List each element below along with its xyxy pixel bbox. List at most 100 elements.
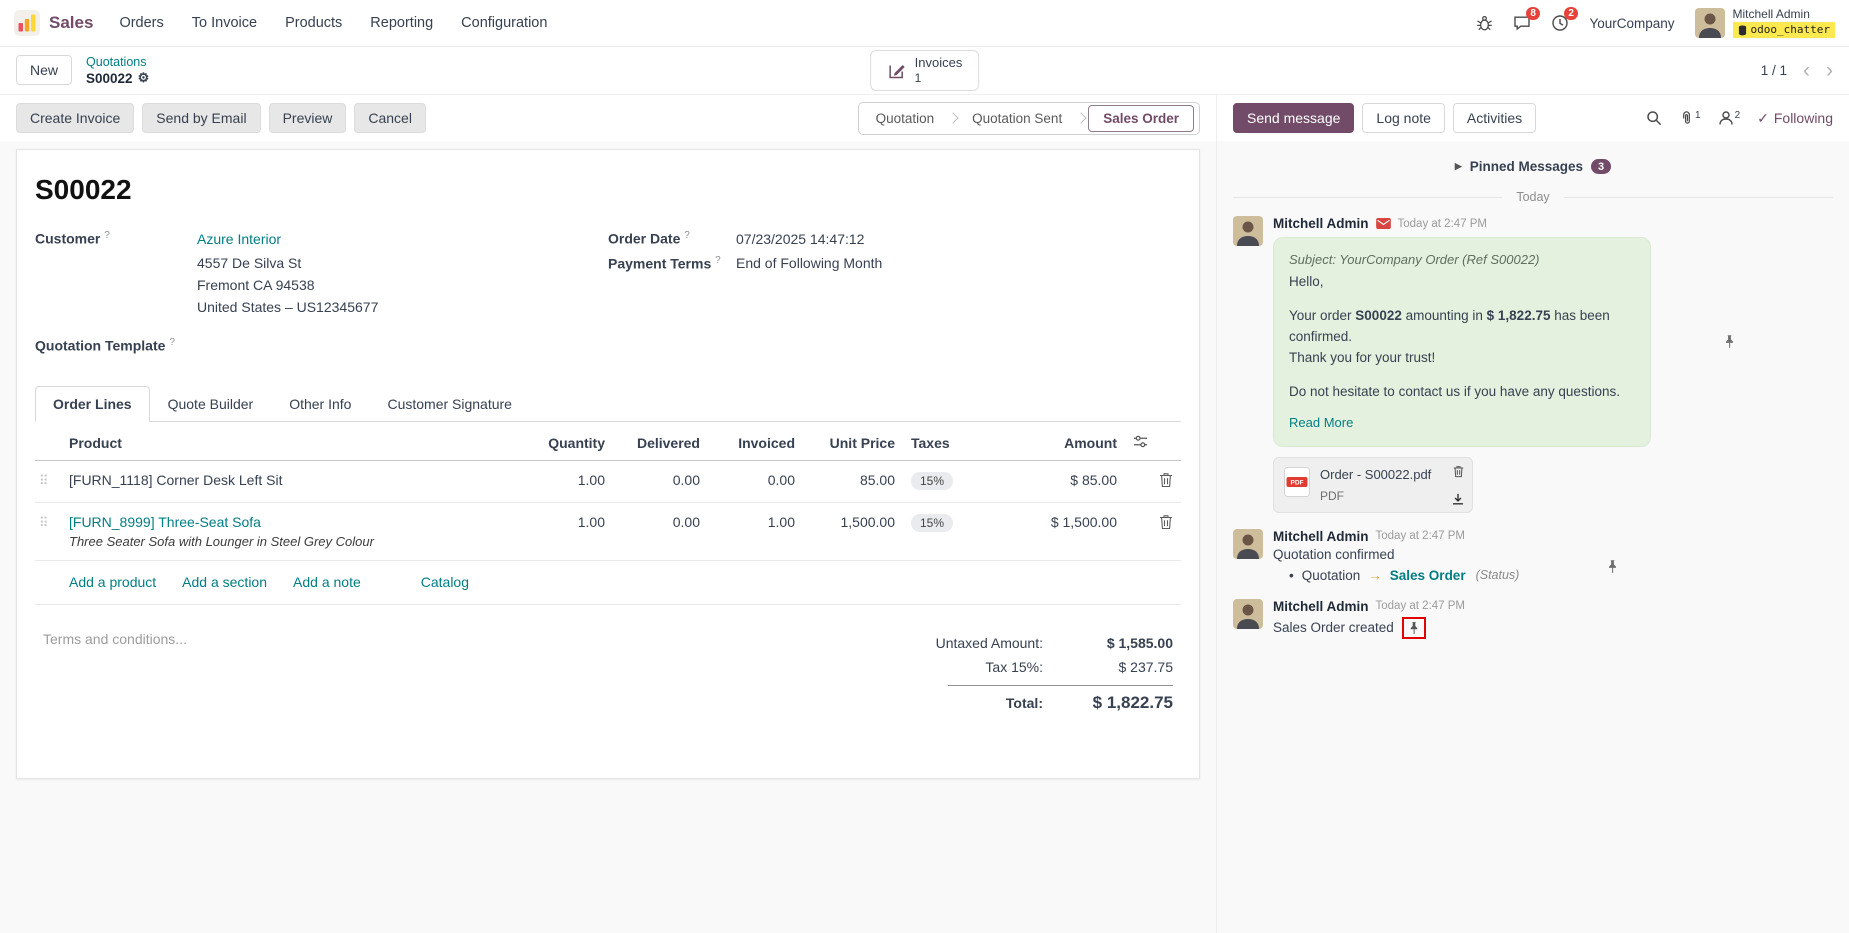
pager-next-icon[interactable]: › (1826, 59, 1833, 82)
pin-icon[interactable] (1407, 621, 1421, 635)
messages-icon[interactable]: 8 (1513, 7, 1541, 32)
log-note-button[interactable]: Log note (1362, 103, 1445, 133)
app-switcher[interactable]: Sales (14, 10, 93, 36)
order-date-field[interactable]: 07/23/2025 14:47:12 (736, 230, 865, 247)
pager-previous-icon[interactable]: ‹ (1803, 59, 1810, 82)
menu-products[interactable]: Products (285, 15, 343, 31)
tax-label: Tax 15%: (985, 659, 1043, 676)
unit-price-cell[interactable]: 1,500.00 (803, 502, 903, 562)
message-author[interactable]: Mitchell Admin (1273, 528, 1369, 544)
taxes-cell[interactable]: 15% (903, 502, 995, 562)
avatar[interactable] (1233, 528, 1263, 559)
delete-line-icon[interactable] (1159, 514, 1173, 530)
search-messages-icon[interactable] (1646, 110, 1662, 126)
message-thread: ▶ Pinned Messages 3 Today Mitchell Admin (1217, 141, 1849, 933)
taxes-cell[interactable]: 15% (903, 460, 995, 504)
add-section-link[interactable]: Add a section (182, 574, 268, 591)
menu-reporting[interactable]: Reporting (370, 15, 434, 31)
activities-clock-icon[interactable]: 2 (1551, 7, 1579, 32)
pinned-messages-toggle[interactable]: ▶ Pinned Messages 3 (1233, 159, 1833, 174)
tax-badge: 15% (911, 472, 954, 491)
email-body-line: Thank you for your trust! (1289, 349, 1436, 365)
send-by-email-button[interactable]: Send by Email (142, 103, 261, 133)
invoiced-cell[interactable]: 1.00 (708, 502, 803, 562)
product-cell[interactable]: [FURN_1118] Corner Desk Left Sit (61, 460, 518, 504)
unit-price-cell[interactable]: 85.00 (803, 460, 903, 504)
untaxed-amount: $ 1,585.00 (1106, 635, 1173, 652)
apps-grid-icon[interactable] (14, 10, 40, 36)
pin-icon[interactable] (1722, 334, 1737, 349)
tracking-field-name: (Status) (1475, 568, 1520, 583)
product-cell[interactable]: [FURN_8999] Three-Seat Sofa Three Seater… (61, 502, 518, 562)
drag-handle-icon[interactable]: ⠿ (39, 515, 49, 531)
preview-button[interactable]: Preview (268, 103, 347, 133)
message-author[interactable]: Mitchell Admin (1273, 598, 1369, 614)
add-product-link[interactable]: Add a product (69, 574, 157, 591)
quantity-cell[interactable]: 1.00 (518, 460, 613, 504)
tab-order-lines[interactable]: Order Lines (35, 386, 150, 423)
new-button[interactable]: New (16, 55, 73, 86)
pin-icon[interactable] (1605, 559, 1620, 574)
product-link[interactable]: [FURN_8999] Three-Seat Sofa (69, 514, 261, 531)
col-quantity[interactable]: Quantity (518, 424, 613, 462)
avatar[interactable] (1233, 216, 1263, 246)
attachment-card[interactable]: PDF Order - S00022.pdf PDF (1273, 456, 1473, 513)
tab-quote-builder[interactable]: Quote Builder (167, 396, 254, 413)
payment-terms-field[interactable]: End of Following Month (736, 255, 883, 272)
avatar[interactable] (1233, 598, 1263, 629)
status-quotation[interactable]: Quotation (875, 110, 935, 126)
col-delivered[interactable]: Delivered (613, 424, 708, 462)
terms-input[interactable]: Terms and conditions... (43, 631, 187, 648)
debug-bug-icon[interactable] (1476, 15, 1493, 32)
user-menu[interactable]: Mitchell Admin odoo_chatter (1694, 8, 1835, 39)
optional-columns-icon[interactable] (1133, 434, 1148, 449)
action-gear-icon[interactable]: ⚙ (137, 70, 150, 86)
add-note-link[interactable]: Add a note (293, 574, 361, 591)
delivered-cell[interactable]: 0.00 (613, 502, 708, 562)
send-message-button[interactable]: Send message (1233, 103, 1355, 133)
activities-button[interactable]: Activities (1452, 103, 1537, 133)
catalog-link[interactable]: Catalog (420, 574, 470, 591)
activities-count-badge: 2 (1563, 7, 1579, 20)
status-quotation-sent[interactable]: Quotation Sent (972, 110, 1063, 126)
company-switcher[interactable]: YourCompany (1589, 15, 1675, 31)
create-invoice-button[interactable]: Create Invoice (16, 103, 135, 133)
order-line-row[interactable]: ⠿ [FURN_8999] Three-Seat Sofa Three Seat… (35, 502, 1181, 562)
cancel-button[interactable]: Cancel (354, 103, 426, 133)
address-street: 4557 De Silva St (197, 254, 302, 271)
user-avatar[interactable] (1694, 8, 1725, 38)
col-product[interactable]: Product (61, 424, 518, 462)
record-title[interactable]: S00022 (35, 174, 132, 205)
invoiced-cell[interactable]: 0.00 (708, 460, 803, 504)
read-more-link[interactable]: Read More (1289, 414, 1354, 430)
col-taxes[interactable]: Taxes (903, 424, 995, 462)
col-unit-price[interactable]: Unit Price (803, 424, 903, 462)
quantity-cell[interactable]: 1.00 (518, 502, 613, 562)
status-sales-order[interactable]: Sales Order (1088, 104, 1194, 132)
invoices-stat-button[interactable]: Invoices 1 (869, 49, 980, 92)
pager-value: 1 / 1 (1760, 63, 1787, 78)
following-toggle[interactable]: ✓ Following (1757, 109, 1833, 127)
menu-to-invoice[interactable]: To Invoice (191, 15, 258, 31)
app-name[interactable]: Sales (49, 13, 94, 32)
download-attachment-icon[interactable] (1452, 493, 1464, 505)
customer-link[interactable]: Azure Interior (197, 230, 282, 247)
tab-customer-signature[interactable]: Customer Signature (387, 396, 512, 413)
tab-other-info[interactable]: Other Info (289, 396, 352, 413)
menu-orders[interactable]: Orders (119, 15, 164, 31)
delete-line-icon[interactable] (1159, 472, 1173, 488)
message-body: Sales Order created (1273, 620, 1394, 636)
date-divider: Today (1233, 190, 1833, 204)
drag-handle-icon[interactable]: ⠿ (39, 473, 49, 489)
message-author[interactable]: Mitchell Admin (1273, 216, 1369, 231)
followers-icon[interactable]: 2 (1718, 110, 1740, 126)
order-line-row[interactable]: ⠿ [FURN_1118] Corner Desk Left Sit 1.00 … (35, 460, 1181, 504)
breadcrumb-quotations[interactable]: Quotations (86, 54, 147, 69)
menu-configuration[interactable]: Configuration (461, 15, 548, 31)
col-amount[interactable]: Amount (995, 424, 1125, 462)
attachment-name[interactable]: Order - S00022.pdf (1320, 466, 1432, 482)
attachments-icon[interactable]: 1 (1679, 110, 1701, 126)
delivered-cell[interactable]: 0.00 (613, 460, 708, 504)
col-invoiced[interactable]: Invoiced (708, 424, 803, 462)
delete-attachment-icon[interactable] (1453, 465, 1464, 478)
